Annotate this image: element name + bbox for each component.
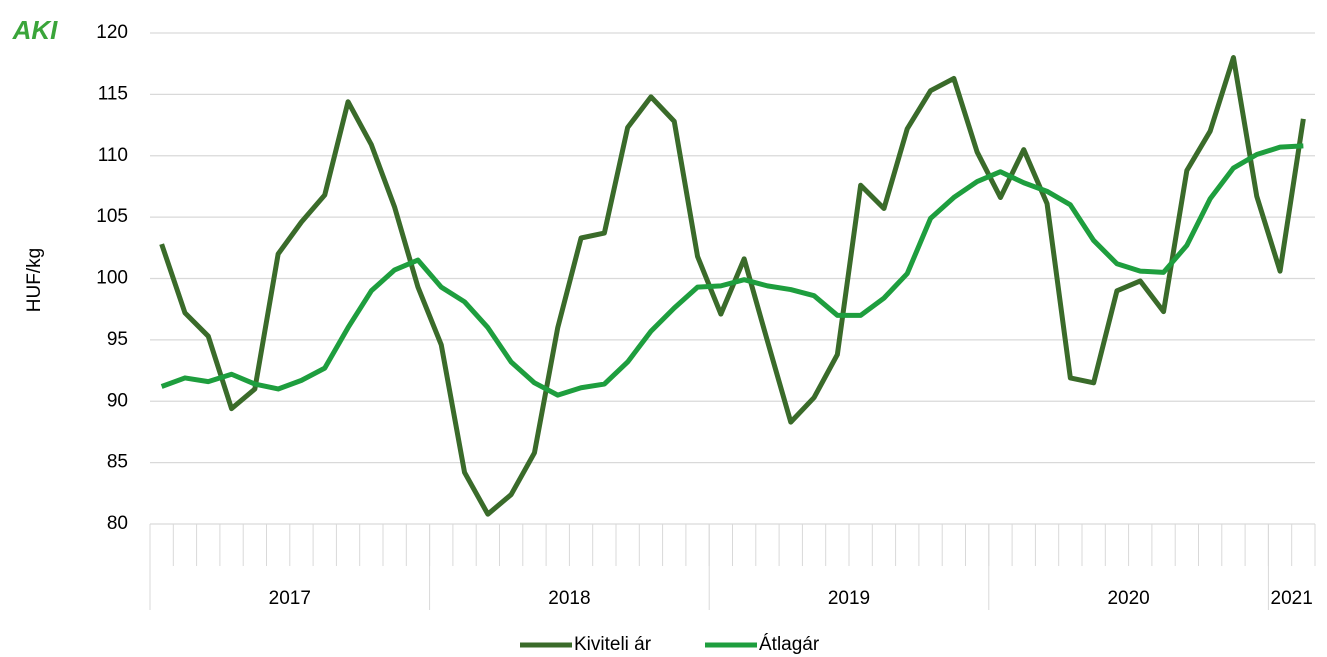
legend-label: Kiviteli ár <box>574 634 652 655</box>
y-tick-label: 95 <box>107 329 128 350</box>
y-tick-label: 110 <box>98 145 128 166</box>
series-line <box>159 55 1306 517</box>
logo: AKI <box>12 15 59 45</box>
x-group-label: 2017 <box>269 588 311 609</box>
x-group-label: 2019 <box>828 588 870 609</box>
y-tick-label: 100 <box>96 268 128 289</box>
x-group-label: 2018 <box>548 588 590 609</box>
y-tick-label: 90 <box>107 390 128 411</box>
y-tick-label: 80 <box>107 513 128 534</box>
y-tick-label: 115 <box>98 83 128 104</box>
y-tick-label: 85 <box>107 452 128 473</box>
x-group-label: 2021 <box>1271 588 1313 609</box>
series-line <box>160 143 1304 398</box>
x-group-label: 2020 <box>1107 588 1149 609</box>
y-tick-label: 120 <box>96 22 128 43</box>
legend-label: Átlagár <box>759 634 820 655</box>
y-axis-label: HUF/kg <box>24 248 45 312</box>
y-tick-label: 105 <box>96 206 128 227</box>
